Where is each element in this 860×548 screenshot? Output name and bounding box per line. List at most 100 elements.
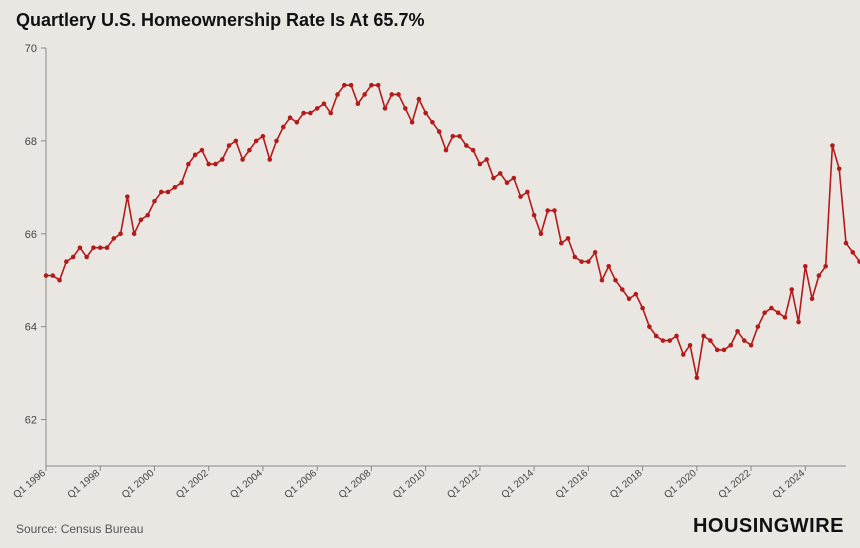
series-point bbox=[539, 231, 544, 236]
series-point bbox=[681, 352, 686, 357]
series-point bbox=[640, 306, 645, 311]
series-point bbox=[810, 297, 815, 302]
series-point bbox=[478, 162, 483, 167]
series-point bbox=[159, 190, 164, 195]
series-point bbox=[308, 111, 313, 116]
series-point bbox=[613, 278, 618, 283]
series-point bbox=[450, 134, 455, 139]
series-point bbox=[389, 92, 394, 97]
svg-text:Q1 2010: Q1 2010 bbox=[391, 468, 428, 501]
series-point bbox=[803, 264, 808, 269]
series-point bbox=[234, 139, 239, 144]
series-point bbox=[491, 176, 496, 181]
series-point bbox=[227, 143, 232, 148]
series-point bbox=[145, 213, 150, 218]
series-point bbox=[200, 148, 205, 153]
series-point bbox=[403, 106, 408, 111]
series-point bbox=[728, 343, 733, 348]
svg-text:Q1 2016: Q1 2016 bbox=[554, 468, 591, 501]
series-point bbox=[376, 83, 381, 88]
series-point bbox=[518, 194, 523, 199]
series-point bbox=[545, 208, 550, 213]
series-point bbox=[654, 334, 659, 339]
series-point bbox=[823, 264, 828, 269]
series-point bbox=[776, 310, 781, 315]
series-point bbox=[715, 348, 720, 353]
series-point bbox=[525, 190, 530, 195]
series-point bbox=[437, 129, 442, 134]
svg-text:Q1 2022: Q1 2022 bbox=[717, 468, 754, 501]
series-point bbox=[139, 218, 144, 223]
series-point bbox=[600, 278, 605, 283]
series-point bbox=[756, 324, 761, 329]
series-point bbox=[105, 245, 110, 250]
svg-text:70: 70 bbox=[25, 43, 37, 55]
series-point bbox=[315, 106, 320, 111]
series-point bbox=[57, 278, 62, 283]
series-point bbox=[627, 297, 632, 302]
series-point bbox=[606, 264, 611, 269]
series-point bbox=[193, 153, 198, 158]
series-point bbox=[44, 273, 49, 278]
series-point bbox=[783, 315, 788, 320]
series-point bbox=[505, 180, 510, 185]
series-point bbox=[295, 120, 300, 125]
series-point bbox=[383, 106, 388, 111]
series-point bbox=[84, 255, 89, 260]
svg-text:Q1 2008: Q1 2008 bbox=[337, 468, 374, 501]
series-point bbox=[179, 180, 184, 185]
svg-text:Q1 2000: Q1 2000 bbox=[120, 468, 157, 501]
series-point bbox=[762, 310, 767, 315]
svg-text:Q1 2020: Q1 2020 bbox=[662, 468, 699, 501]
series-point bbox=[769, 306, 774, 311]
series-point bbox=[91, 245, 96, 250]
series-point bbox=[742, 338, 747, 343]
svg-text:Q1 2014: Q1 2014 bbox=[500, 468, 537, 501]
series-point bbox=[267, 157, 272, 162]
series-point bbox=[830, 143, 835, 148]
svg-text:Q1 2004: Q1 2004 bbox=[228, 468, 265, 501]
series-point bbox=[186, 162, 191, 167]
series-point bbox=[661, 338, 666, 343]
series-point bbox=[274, 139, 279, 144]
series-point bbox=[410, 120, 415, 125]
svg-text:62: 62 bbox=[25, 415, 37, 427]
series-point bbox=[125, 194, 130, 199]
series-point bbox=[579, 259, 584, 264]
series-point bbox=[789, 287, 794, 292]
line-chart-svg: 6264666870Q1 1996Q1 1998Q1 2000Q1 2002Q1… bbox=[0, 36, 860, 506]
series-line bbox=[46, 85, 860, 378]
series-point bbox=[817, 273, 822, 278]
chart-title: Quartlery U.S. Homeownership Rate Is At … bbox=[16, 10, 424, 31]
series-point bbox=[328, 111, 333, 116]
series-point bbox=[423, 111, 428, 116]
series-point bbox=[369, 83, 374, 88]
series-point bbox=[396, 92, 401, 97]
series-point bbox=[796, 320, 801, 325]
series-point bbox=[166, 190, 171, 195]
svg-text:Q1 2018: Q1 2018 bbox=[608, 468, 645, 501]
series-point bbox=[71, 255, 76, 260]
series-point bbox=[349, 83, 354, 88]
series-point bbox=[111, 236, 116, 241]
series-point bbox=[50, 273, 55, 278]
series-point bbox=[240, 157, 245, 162]
series-point bbox=[573, 255, 578, 260]
series-point bbox=[464, 143, 469, 148]
series-point bbox=[457, 134, 462, 139]
series-point bbox=[342, 83, 347, 88]
series-point bbox=[708, 338, 713, 343]
series-point bbox=[634, 292, 639, 297]
series-point bbox=[586, 259, 591, 264]
series-point bbox=[566, 236, 571, 241]
series-point bbox=[688, 343, 693, 348]
series-point bbox=[511, 176, 516, 181]
series-point bbox=[593, 250, 598, 255]
series-point bbox=[247, 148, 252, 153]
series-point bbox=[254, 139, 259, 144]
series-point bbox=[620, 287, 625, 292]
series-point bbox=[213, 162, 218, 167]
series-point bbox=[288, 115, 293, 120]
series-point bbox=[498, 171, 503, 176]
series-point bbox=[132, 231, 137, 236]
